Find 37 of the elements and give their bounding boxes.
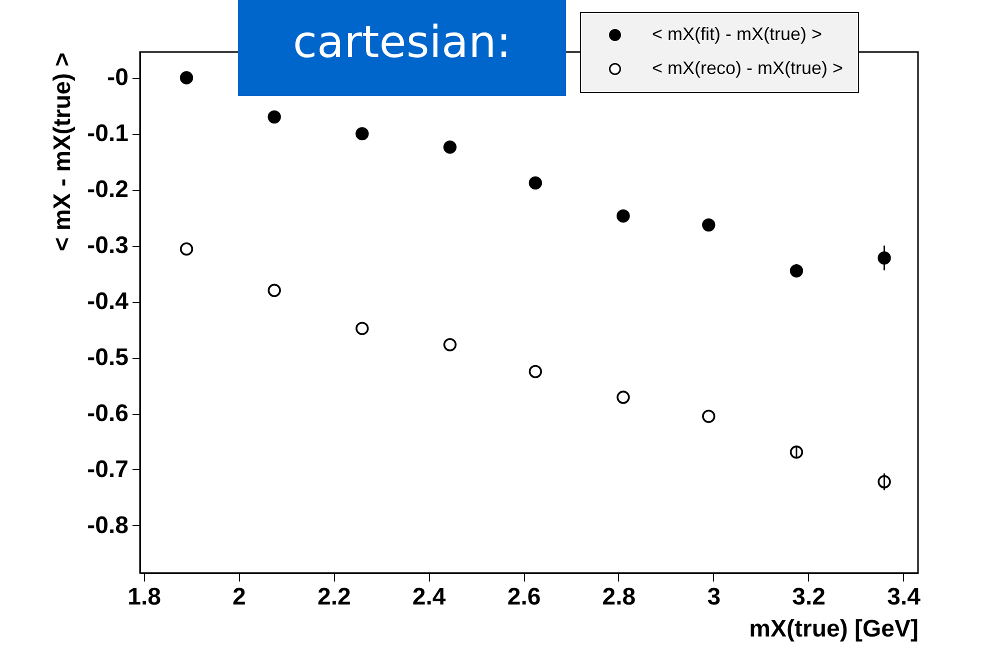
x-tick-label: 3 (707, 584, 721, 610)
point (528, 176, 542, 190)
x-tick-label: 2.8 (602, 584, 636, 610)
x-tick-label: 3.2 (792, 584, 826, 610)
y-tick-label: -0.3 (87, 232, 128, 260)
point (356, 127, 369, 140)
y-axis-title: < mX - mX(true) > (49, 52, 76, 252)
y-tick-label: -0.8 (87, 512, 128, 539)
y-tick-label: -0.2 (87, 176, 128, 204)
point (702, 218, 716, 232)
point (180, 71, 194, 84)
annotation: cartesian: (292, 17, 512, 68)
x-tick-label: 2.4 (412, 584, 446, 610)
point (180, 242, 194, 256)
legend-label: < mX(reco) - mX(true) > (652, 58, 844, 78)
x-tick-label: 3.4 (887, 584, 922, 610)
point (443, 140, 457, 154)
x-tick-label: 2 (232, 584, 246, 610)
x-tick-label: 2.6 (507, 584, 541, 610)
point (356, 322, 369, 336)
y-tick-label: -0.5 (87, 344, 128, 372)
y-tick-label: -0.1 (87, 120, 128, 148)
x-tick-label: 1.8 (128, 584, 161, 610)
point (616, 209, 630, 223)
point (702, 410, 716, 423)
point (268, 284, 281, 297)
y-tick-label: -0.6 (87, 400, 128, 428)
x-axis-title: mX(true) [GeV] (749, 616, 918, 642)
y-tick-label: -0 (107, 64, 128, 92)
y-tick-label: -0.7 (87, 456, 128, 483)
point (616, 390, 630, 404)
y-tick-label: -0.4 (87, 288, 130, 316)
legend-label: < mX(fit) - mX(true) > (652, 24, 822, 44)
point (443, 338, 457, 352)
point (268, 110, 281, 124)
point (528, 364, 542, 378)
x-tick-label: 2.2 (317, 584, 351, 610)
